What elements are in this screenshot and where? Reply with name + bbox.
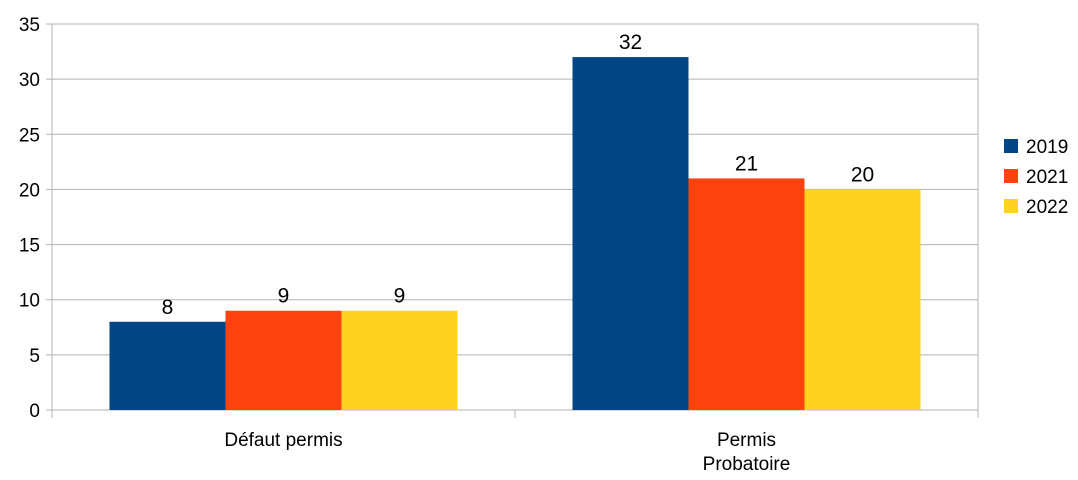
bar-2021-1	[688, 178, 805, 410]
y-tick-label: 25	[19, 125, 40, 146]
legend: 2019 2021 2022	[1004, 137, 1068, 218]
data-label: 20	[851, 163, 874, 186]
y-tick-label: 5	[29, 346, 40, 367]
legend-label: 2019	[1026, 137, 1068, 158]
labels-layer: 8 32 9 21 9 20	[162, 31, 875, 319]
legend-swatch-2022	[1004, 199, 1018, 213]
bar-2019-0	[109, 321, 226, 410]
y-tick-label: 20	[19, 180, 40, 201]
bar-2021-0	[225, 310, 342, 410]
legend-label: 2022	[1026, 197, 1068, 218]
data-label: 21	[735, 152, 758, 175]
x-category-label: Probatoire	[703, 454, 791, 475]
y-tick-label: 10	[19, 291, 40, 312]
y-tick-label: 15	[19, 236, 40, 257]
legend-label: 2021	[1026, 167, 1068, 188]
y-tick-label: 30	[19, 70, 40, 91]
y-tick-label: 0	[29, 401, 40, 422]
data-label: 9	[394, 285, 406, 308]
bars-layer	[109, 57, 921, 410]
data-label: 8	[162, 296, 174, 319]
legend-swatch-2019	[1004, 139, 1018, 153]
bar-2022-0	[341, 310, 458, 410]
bar-2022-1	[804, 189, 921, 410]
x-category-label: Défaut permis	[224, 430, 342, 451]
legend-swatch-2021	[1004, 169, 1018, 183]
bar-2019-1	[572, 57, 689, 410]
data-label: 9	[278, 285, 290, 308]
y-tick-label: 35	[19, 15, 40, 36]
data-label: 32	[619, 31, 642, 54]
x-category-label: Permis	[717, 430, 776, 451]
